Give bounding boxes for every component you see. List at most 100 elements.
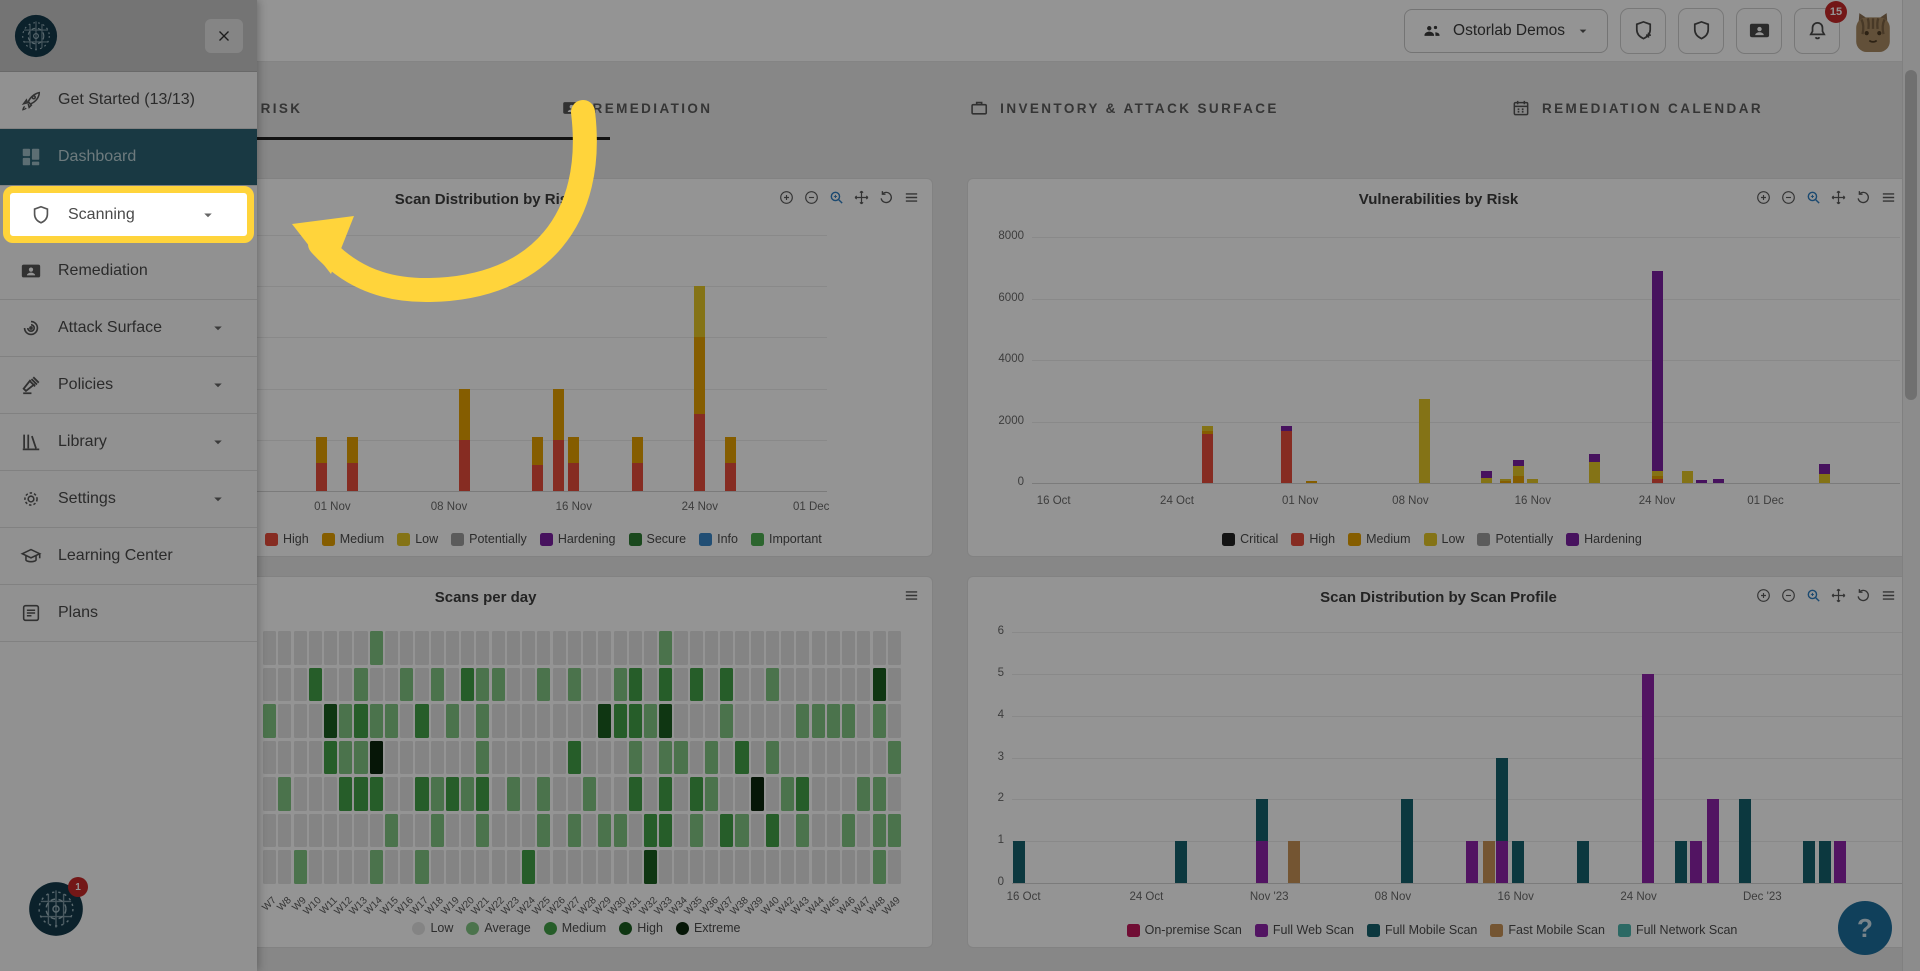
heatmap-cell[interactable] (324, 667, 338, 702)
sidebar-bottom-logo[interactable]: 1 (28, 877, 88, 937)
heatmap-cell[interactable] (644, 631, 658, 665)
heatmap-cell[interactable] (400, 667, 414, 702)
heatmap-cell[interactable] (781, 813, 795, 848)
heatmap-cell[interactable] (628, 813, 642, 848)
heatmap-cell[interactable] (659, 850, 673, 884)
heatmap-cell[interactable] (781, 631, 795, 665)
legend-item-extreme[interactable]: Extreme (675, 921, 741, 935)
heatmap-cell[interactable] (750, 667, 764, 702)
heatmap-cell[interactable] (811, 667, 825, 702)
heatmap-cell[interactable] (369, 813, 383, 848)
heatmap-cell[interactable] (842, 704, 856, 738)
heatmap-cell[interactable] (674, 740, 688, 775)
heatmap-cell[interactable] (415, 631, 429, 665)
heatmap-cell[interactable] (567, 631, 581, 665)
heatmap-cell[interactable] (720, 667, 734, 702)
heatmap-cell[interactable] (872, 740, 886, 775)
heatmap-cell[interactable] (293, 740, 307, 775)
heatmap-cell[interactable] (887, 740, 901, 775)
zoom-box-icon[interactable] (1805, 587, 1822, 604)
heatmap-cell[interactable] (552, 777, 566, 811)
bar-segment-medium[interactable] (552, 388, 564, 440)
bar-segment-fullmobile[interactable] (1496, 757, 1509, 842)
heatmap-cell[interactable] (567, 850, 581, 884)
heatmap-cell[interactable] (491, 631, 505, 665)
heatmap-cell[interactable] (339, 850, 353, 884)
heatmap-cell[interactable] (567, 667, 581, 702)
bar-segment-fullmobile[interactable] (1818, 841, 1831, 883)
heatmap-cell[interactable] (796, 667, 810, 702)
bar-segment-medium[interactable] (694, 337, 706, 415)
heatmap-cell[interactable] (491, 667, 505, 702)
zoom-in-icon[interactable] (778, 189, 795, 206)
heatmap-cell[interactable] (278, 850, 292, 884)
legend-item-fullmobile[interactable]: Full Mobile Scan (1366, 923, 1477, 937)
heatmap-cell[interactable] (400, 813, 414, 848)
bar-segment-fullweb[interactable] (1690, 841, 1703, 883)
heatmap-cell[interactable] (445, 850, 460, 884)
heatmap-cell[interactable] (506, 777, 520, 811)
help-button[interactable]: ? (1838, 901, 1892, 955)
heatmap-cell[interactable] (537, 777, 551, 811)
legend-item-hardening[interactable]: Hardening (1566, 532, 1642, 546)
heatmap-cell[interactable] (765, 740, 780, 775)
heatmap-cell[interactable] (826, 777, 840, 811)
heatmap-cell[interactable] (750, 850, 764, 884)
heatmap-cell[interactable] (613, 777, 627, 811)
bar-segment-low[interactable] (1651, 470, 1663, 476)
bar-segment-high[interactable] (552, 439, 564, 491)
heatmap-cell[interactable] (476, 667, 490, 702)
sidebar-item-plans[interactable]: Plans (0, 585, 257, 642)
legend-item-low[interactable]: Low (397, 532, 438, 546)
heatmap-cell[interactable] (552, 740, 566, 775)
heatmap-cell[interactable] (384, 850, 399, 884)
heatmap-cell[interactable] (400, 631, 414, 665)
legend-item-info[interactable]: Info (699, 532, 738, 546)
zoom-box-icon[interactable] (1805, 189, 1822, 206)
bar-segment-hardening[interactable] (1819, 463, 1830, 474)
heatmap-cell[interactable] (674, 777, 688, 811)
heatmap-cell[interactable] (613, 740, 627, 775)
heatmap-cell[interactable] (506, 667, 520, 702)
heatmap-cell[interactable] (613, 704, 627, 738)
bar-segment-low[interactable] (1513, 465, 1525, 476)
heatmap-cell[interactable] (278, 631, 292, 665)
heatmap-cell[interactable] (537, 667, 551, 702)
heatmap-cell[interactable] (324, 777, 338, 811)
heatmap-cell[interactable] (674, 631, 688, 665)
bar-segment-low[interactable] (1418, 399, 1430, 483)
restore-icon[interactable] (878, 189, 895, 206)
legend-item-potentially[interactable]: Potentially (451, 532, 527, 546)
heatmap-cell[interactable] (644, 740, 658, 775)
heatmap-cell[interactable] (796, 777, 810, 811)
heatmap-cell[interactable] (400, 850, 414, 884)
heatmap-cell[interactable] (842, 631, 856, 665)
heatmap-cell[interactable] (567, 813, 581, 848)
heatmap-cell[interactable] (263, 740, 277, 775)
heatmap-cell[interactable] (293, 631, 307, 665)
bar-segment-high[interactable] (458, 439, 470, 491)
sidebar-item-learning-center[interactable]: Learning Center (0, 528, 257, 585)
heatmap-cell[interactable] (735, 777, 749, 811)
menu-icon[interactable] (903, 587, 920, 604)
heatmap-cell[interactable] (522, 813, 536, 848)
heatmap-cell[interactable] (872, 631, 886, 665)
heatmap-cell[interactable] (796, 740, 810, 775)
heatmap-cell[interactable] (384, 813, 399, 848)
heatmap-cell[interactable] (339, 631, 353, 665)
heatmap-cell[interactable] (872, 813, 886, 848)
heatmap-cell[interactable] (887, 631, 901, 665)
heatmap-cell[interactable] (887, 667, 901, 702)
sidebar-item-settings[interactable]: Settings (0, 471, 257, 528)
heatmap-cell[interactable] (293, 813, 307, 848)
heatmap-cell[interactable] (598, 667, 612, 702)
bar-segment-high[interactable] (1201, 433, 1213, 483)
heatmap-cell[interactable] (765, 813, 780, 848)
heatmap-cell[interactable] (735, 813, 749, 848)
heatmap-cell[interactable] (598, 777, 612, 811)
bar-segment-medium[interactable] (1513, 475, 1525, 483)
heatmap-cell[interactable] (324, 704, 338, 738)
pan-icon[interactable] (1830, 189, 1847, 206)
heatmap-cell[interactable] (324, 740, 338, 775)
heatmap-cell[interactable] (293, 667, 307, 702)
